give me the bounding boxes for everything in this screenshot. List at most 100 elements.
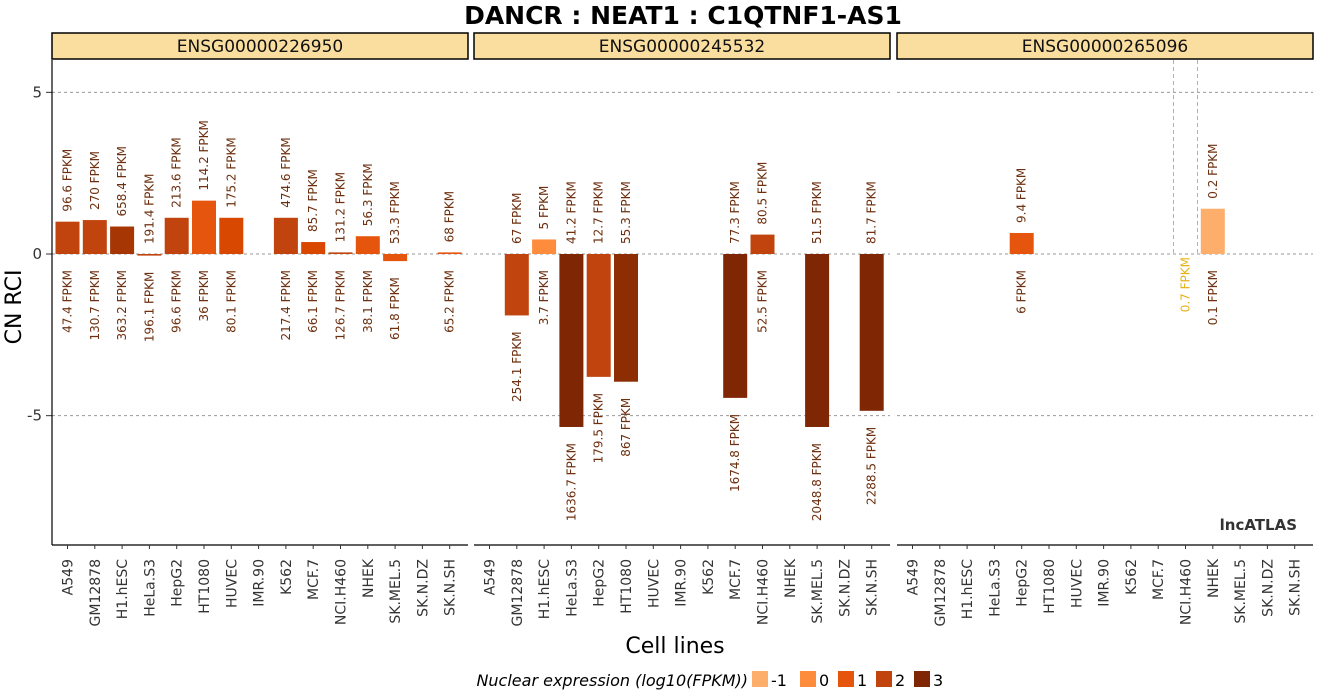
x-tick-label: SK.N.DZ bbox=[415, 559, 431, 617]
bar bbox=[805, 254, 830, 427]
bar-top-label: 68 FPKM bbox=[443, 191, 457, 242]
x-tick-label: IMR.90 bbox=[674, 559, 690, 607]
bar bbox=[192, 200, 216, 254]
bar-top-label: 191.4 FPKM bbox=[142, 173, 156, 244]
bar-top-label: 114.2 FPKM bbox=[197, 120, 211, 191]
x-tick-label: HeLa.S3 bbox=[987, 559, 1003, 617]
x-tick-label: HT1080 bbox=[1042, 559, 1058, 614]
bar-bottom-label: 126.7 FPKM bbox=[334, 270, 348, 341]
x-tick-label: K562 bbox=[701, 559, 717, 595]
bar-top-label: 81.7 FPKM bbox=[865, 181, 879, 244]
bar-top-label: 270 FPKM bbox=[88, 151, 102, 210]
x-tick-label: GM12878 bbox=[933, 559, 949, 626]
legend-label: 2 bbox=[895, 671, 905, 690]
legend-swatch bbox=[800, 671, 816, 687]
x-tick-label: IMR.90 bbox=[1097, 559, 1113, 607]
bar bbox=[383, 254, 408, 262]
bar bbox=[437, 252, 462, 254]
bar-top-label: 56.3 FPKM bbox=[361, 163, 375, 226]
bar bbox=[1200, 208, 1225, 254]
x-tick-label: HT1080 bbox=[197, 559, 213, 614]
x-tick-label: HepG2 bbox=[592, 559, 608, 607]
x-tick-label: MCF.7 bbox=[306, 559, 322, 600]
bar-bottom-label: 52.5 FPKM bbox=[756, 270, 770, 333]
legend-swatch bbox=[876, 671, 892, 687]
x-tick-label: H1.hESC bbox=[537, 559, 553, 619]
x-tick-label: GM12878 bbox=[510, 559, 526, 626]
x-tick-label: NCI.H460 bbox=[1179, 559, 1195, 625]
bar-top-label: 474.6 FPKM bbox=[279, 137, 293, 208]
x-tick-label: HeLa.S3 bbox=[564, 559, 580, 617]
x-tick-label: NHEK bbox=[361, 558, 377, 598]
bar-bottom-label: 6 FPKM bbox=[1015, 270, 1029, 314]
panel-strip-label: ENSG00000265096 bbox=[1022, 37, 1188, 57]
bar-top-label: 67 FPKM bbox=[510, 193, 524, 244]
x-tick-label: SK.N.DZ bbox=[837, 559, 853, 617]
bar-bottom-label: 66.1 FPKM bbox=[306, 270, 320, 333]
bar-bottom-label: 38.1 FPKM bbox=[361, 270, 375, 333]
x-tick-label: NCI.H460 bbox=[334, 559, 350, 625]
x-tick-label: HepG2 bbox=[1015, 559, 1031, 607]
x-tick-label: A549 bbox=[906, 559, 922, 595]
legend-label: -1 bbox=[771, 671, 787, 690]
legend: Nuclear expression (log10(FPKM)) -1 0 1 2 3 bbox=[476, 671, 943, 690]
bar bbox=[586, 254, 611, 377]
bar bbox=[219, 217, 244, 254]
bar-bottom-label: 867 FPKM bbox=[619, 398, 633, 457]
bar bbox=[750, 234, 775, 254]
bar-top-label: 12.7 FPKM bbox=[592, 181, 606, 244]
bar-bottom-label: 61.8 FPKM bbox=[388, 277, 402, 340]
legend-swatch bbox=[914, 671, 930, 687]
bar bbox=[355, 236, 380, 254]
x-tick-label: SK.MEL.5 bbox=[388, 559, 404, 624]
x-tick-label: GM12878 bbox=[88, 559, 104, 626]
x-tick-label: HeLa.S3 bbox=[142, 559, 158, 617]
bar-top-label: 0.7 FPKM bbox=[1179, 257, 1193, 312]
bar bbox=[137, 254, 162, 256]
x-tick-label: MCF.7 bbox=[1151, 559, 1167, 600]
y-axis-title: CN RCI bbox=[2, 270, 27, 345]
legend-swatch bbox=[752, 671, 768, 687]
panel-strip-label: ENSG00000245532 bbox=[599, 37, 765, 57]
x-tick-label: HUVEC bbox=[1069, 559, 1085, 608]
panel-strip bbox=[473, 32, 891, 60]
legend-label: 0 bbox=[819, 671, 829, 690]
y-tick-label: -5 bbox=[27, 407, 42, 425]
bar bbox=[55, 221, 80, 254]
bar-bottom-label: 3.7 FPKM bbox=[537, 270, 551, 325]
legend-swatch bbox=[838, 671, 854, 687]
x-tick-label: HUVEC bbox=[224, 559, 240, 608]
x-tick-label: A549 bbox=[61, 559, 77, 595]
bar bbox=[1009, 232, 1034, 254]
bar-bottom-label: 254.1 FPKM bbox=[510, 331, 524, 402]
bar-top-label: 658.4 FPKM bbox=[115, 146, 129, 217]
x-tick-label: SK.N.DZ bbox=[1260, 559, 1276, 617]
x-tick-label: A549 bbox=[483, 559, 499, 595]
panel-strip-label: ENSG00000226950 bbox=[177, 37, 343, 57]
bar-top-label: 131.2 FPKM bbox=[334, 172, 348, 243]
bar-top-label: 5 FPKM bbox=[537, 186, 551, 230]
bar-top-label: 51.5 FPKM bbox=[810, 181, 824, 244]
x-tick-label: NHEK bbox=[783, 558, 799, 598]
bar bbox=[859, 254, 884, 411]
legend-label: 3 bbox=[933, 671, 943, 690]
x-tick-label: HT1080 bbox=[619, 559, 635, 614]
bar bbox=[164, 217, 189, 254]
x-tick-label: NHEK bbox=[1206, 558, 1222, 598]
x-tick-label: IMR.90 bbox=[252, 559, 268, 607]
x-tick-label: HUVEC bbox=[646, 559, 662, 608]
bar-bottom-label: 363.2 FPKM bbox=[115, 270, 129, 341]
bar-bottom-label: 1636.7 FPKM bbox=[564, 443, 578, 521]
x-tick-label: SK.N.SH bbox=[865, 559, 881, 616]
panel-strip bbox=[51, 32, 469, 60]
bar bbox=[614, 254, 638, 382]
bar-bottom-label: 2288.5 FPKM bbox=[865, 427, 879, 505]
y-tick-label: 5 bbox=[32, 83, 42, 101]
x-tick-label: SK.MEL.5 bbox=[1233, 559, 1249, 624]
bar-bottom-label: 65.2 FPKM bbox=[443, 270, 457, 333]
x-tick-label: SK.MEL.5 bbox=[810, 559, 826, 624]
bar-bottom-label: 36 FPKM bbox=[197, 270, 211, 321]
x-axis-title: Cell lines bbox=[625, 634, 724, 659]
bar bbox=[273, 217, 298, 254]
